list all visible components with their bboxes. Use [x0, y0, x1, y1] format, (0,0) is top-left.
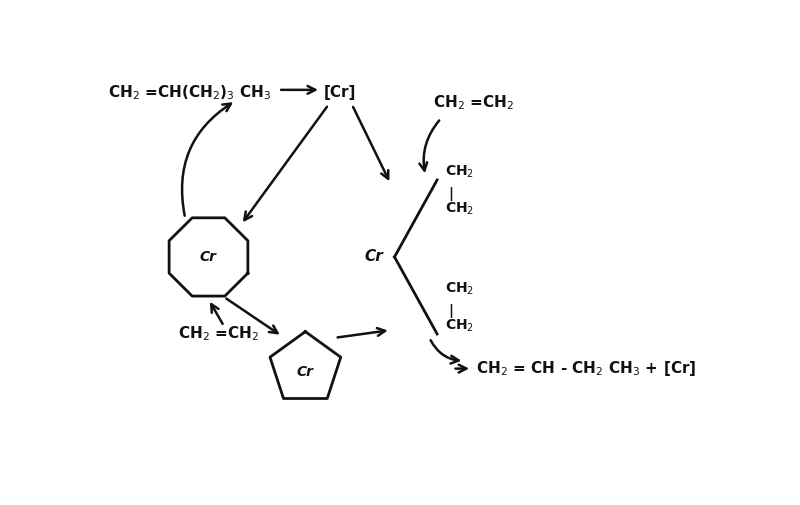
Text: CH$_2$: CH$_2$	[445, 318, 474, 334]
Text: |: |	[449, 187, 454, 201]
Text: |: |	[449, 304, 454, 318]
Text: Cr: Cr	[364, 249, 383, 265]
Text: CH$_2$: CH$_2$	[445, 164, 474, 180]
Text: CH$_2$: CH$_2$	[445, 281, 474, 297]
Text: Cr: Cr	[200, 250, 217, 264]
Text: CH$_2$ = CH - CH$_2$ CH$_3$ + [Cr]: CH$_2$ = CH - CH$_2$ CH$_3$ + [Cr]	[476, 359, 696, 378]
Text: [Cr]: [Cr]	[324, 85, 357, 100]
Text: Cr: Cr	[297, 366, 314, 379]
Text: CH$_2$ =CH(CH$_2$)$_3$ CH$_3$: CH$_2$ =CH(CH$_2$)$_3$ CH$_3$	[108, 84, 271, 103]
Text: CH$_2$ =CH$_2$: CH$_2$ =CH$_2$	[434, 93, 514, 112]
Text: CH$_2$ =CH$_2$: CH$_2$ =CH$_2$	[178, 325, 258, 343]
Text: CH$_2$: CH$_2$	[445, 201, 474, 218]
